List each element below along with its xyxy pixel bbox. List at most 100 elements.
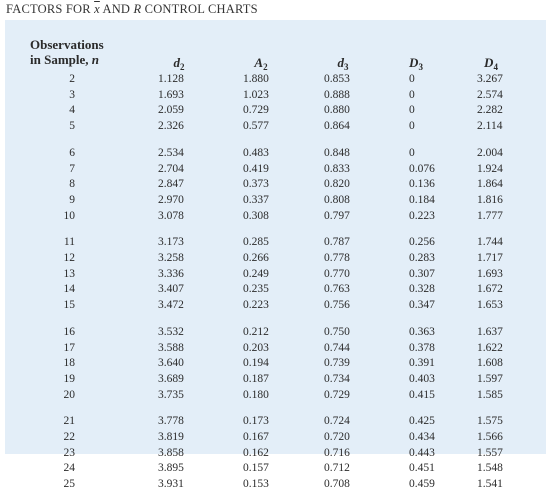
row-value-d3: 0.136 xyxy=(409,178,435,191)
row-value-d2: 3.336 xyxy=(158,267,184,280)
row-value-d3: 0 xyxy=(409,73,415,85)
row-value-d2: 3.472 xyxy=(158,299,184,312)
row-value-d4: 1.864 xyxy=(477,178,503,191)
row-value-d3: 0.729 xyxy=(324,388,350,401)
row-value-d3: 0.378 xyxy=(409,341,435,354)
row-value-d2: 3.858 xyxy=(158,446,184,459)
row-value-d3: 0.724 xyxy=(324,415,350,428)
column-header-subscript: 2 xyxy=(263,62,268,72)
row-value-d3: 0.734 xyxy=(324,372,350,385)
header-n-symbol: n xyxy=(91,52,99,67)
row-value-a2: 0.157 xyxy=(243,462,269,475)
row-sample-size: 13 xyxy=(63,267,76,280)
row-value-d4: 1.548 xyxy=(477,462,503,475)
column-header-d4: D4 xyxy=(484,55,498,72)
row-value-d3: 0.425 xyxy=(409,415,435,428)
row-sample-size: 8 xyxy=(69,178,75,191)
row-value-d3: 0 xyxy=(409,146,415,159)
column-header-symbol: A xyxy=(254,55,264,70)
row-value-d3: 0.256 xyxy=(409,236,435,249)
row-value-a2: 0.194 xyxy=(243,357,269,370)
row-value-d2: 3.895 xyxy=(158,462,184,475)
row-sample-size: 5 xyxy=(69,120,75,133)
row-value-d3: 0.347 xyxy=(409,299,435,312)
row-value-d3: 0.880 xyxy=(324,104,350,117)
row-value-d3: 0.283 xyxy=(409,252,435,264)
row-value-d2: 1.128 xyxy=(158,73,184,85)
row-sample-size: 17 xyxy=(63,341,76,354)
column-header-symbol: d xyxy=(173,55,181,70)
row-sample-size: 23 xyxy=(63,446,76,459)
column-header-subscript: 3 xyxy=(418,62,423,72)
row-sample-size: 9 xyxy=(69,193,75,206)
row-sample-size: 14 xyxy=(63,283,76,296)
row-value-a2: 0.235 xyxy=(243,283,269,296)
row-value-d4: 1.622 xyxy=(477,341,503,354)
row-value-d4: 2.004 xyxy=(477,146,503,159)
row-value-d2: 3.819 xyxy=(158,431,184,443)
row-value-a2: 0.337 xyxy=(243,193,269,206)
row-value-a2: 0.223 xyxy=(243,299,269,312)
row-value-d3: 0.434 xyxy=(409,431,435,443)
row-value-a2: 0.212 xyxy=(243,325,269,338)
row-value-a2: 0.419 xyxy=(243,162,269,175)
factors-table: Observations in Sample, n d2 A2 d3 D3 D4 2 1.1… xyxy=(5,20,546,490)
row-value-a2: 0.308 xyxy=(243,209,269,222)
row-value-d3: 0.888 xyxy=(324,88,350,101)
row-value-d4: 1.637 xyxy=(477,325,503,338)
row-value-a2: 0.249 xyxy=(243,267,269,280)
row-sample-size: 16 xyxy=(63,325,76,338)
row-value-d3: 0.076 xyxy=(409,162,435,175)
column-header-subscript: 3 xyxy=(344,62,349,72)
row-value-d4: 1.597 xyxy=(477,372,503,385)
row-value-d2: 3.735 xyxy=(158,388,184,401)
row-sample-size: 19 xyxy=(63,372,76,385)
header-observations-line1: Observations xyxy=(30,37,104,52)
row-value-d4: 2.282 xyxy=(477,104,503,117)
row-value-d3: 0.820 xyxy=(324,178,350,191)
row-value-d3: 0.739 xyxy=(324,357,350,370)
row-sample-size: 15 xyxy=(63,299,76,312)
row-value-d3: 0.787 xyxy=(324,236,350,249)
row-value-d3: 0.391 xyxy=(409,357,435,370)
row-value-d4: 1.575 xyxy=(477,415,503,428)
row-value-d2: 3.532 xyxy=(158,325,184,338)
row-value-d2: 2.847 xyxy=(158,178,184,191)
title-suffix: CONTROL CHARTS xyxy=(141,2,258,16)
row-value-d3: 0.363 xyxy=(409,325,435,338)
row-value-d2: 3.588 xyxy=(158,341,184,354)
row-value-d4: 3.267 xyxy=(477,73,503,85)
row-value-d4: 1.693 xyxy=(477,267,503,280)
row-value-d3: 0.763 xyxy=(324,283,350,296)
row-value-a2: 0.285 xyxy=(243,236,269,249)
row-value-d4: 1.816 xyxy=(477,193,503,206)
row-value-d2: 3.407 xyxy=(158,283,184,296)
row-value-d2: 3.640 xyxy=(158,357,184,370)
row-sample-size: 7 xyxy=(69,162,75,175)
row-value-d2: 2.970 xyxy=(158,193,184,206)
title-xbar-symbol: x xyxy=(94,2,100,16)
row-value-d3: 0.848 xyxy=(324,146,350,159)
row-value-d3: 0.307 xyxy=(409,267,435,280)
row-value-d2: 2.326 xyxy=(158,120,184,133)
row-value-d3: 0.744 xyxy=(324,341,350,354)
row-value-d3: 0 xyxy=(409,120,415,133)
row-value-d2: 3.931 xyxy=(158,478,184,491)
row-sample-size: 24 xyxy=(63,462,76,475)
row-value-a2: 0.729 xyxy=(243,104,269,117)
row-value-d2: 2.059 xyxy=(158,104,184,117)
row-value-d4: 1.672 xyxy=(477,283,503,296)
row-value-a2: 0.162 xyxy=(243,446,269,459)
column-header-a2: A2 xyxy=(254,55,267,72)
row-sample-size: 20 xyxy=(63,388,76,401)
header-observations: Observations in Sample, n xyxy=(30,37,104,67)
column-header-d3: D3 xyxy=(409,55,423,72)
row-value-d3: 0 xyxy=(409,104,415,117)
row-sample-size: 10 xyxy=(63,209,76,222)
row-value-a2: 0.167 xyxy=(243,431,269,443)
row-value-a2: 1.023 xyxy=(243,88,269,101)
row-value-d3: 0.415 xyxy=(409,388,435,401)
row-value-d2: 2.534 xyxy=(158,146,184,159)
row-value-a2: 0.187 xyxy=(243,372,269,385)
row-value-d3: 0.708 xyxy=(324,478,350,491)
